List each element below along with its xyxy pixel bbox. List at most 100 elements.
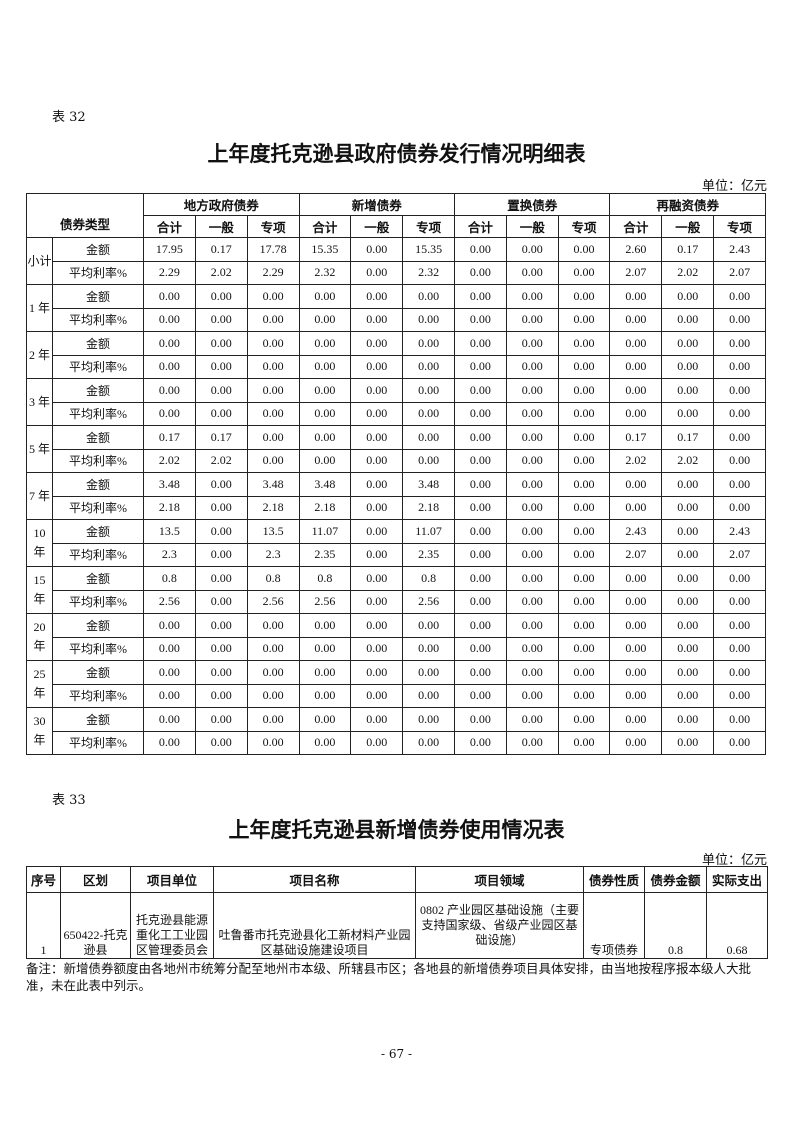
value-cell: 0.00 xyxy=(298,378,352,403)
table-row: 平均利率% 0.00 0.00 0.00 0.00 0.00 0.00 0.00 0.00 0.0… xyxy=(27,730,766,755)
term-label: 7 年 xyxy=(26,472,53,520)
value-cell: 0.00 xyxy=(402,707,455,732)
value-cell: 0.00 xyxy=(453,613,507,638)
value-cell: 0.00 xyxy=(661,519,715,544)
table-33-title: 上年度托克逊县新增债券使用情况表 xyxy=(228,818,565,842)
value-cell: 0.00 xyxy=(557,284,611,309)
value-cell: 3.48 xyxy=(246,472,300,497)
value-cell: 0.00 xyxy=(298,730,352,755)
value-cell: 0.00 xyxy=(713,660,766,685)
sub-header: 一般 xyxy=(505,215,559,238)
value-cell: 0.00 xyxy=(246,331,300,356)
new-bond-usage-table: 序号 区划 项目单位 项目名称 项目领域 债券性质 债券金额 实际支出 1 650422-托克逊… xyxy=(26,866,768,959)
table-row: 小计 金额 17.95 0.17 17.78 15.35 0.00 15.35 0.00 0.00… xyxy=(26,237,766,285)
group-header: 再融资债券 xyxy=(609,193,766,216)
sub-header: 一般 xyxy=(661,215,715,238)
value-cell: 0.00 xyxy=(609,613,663,638)
value-cell: 0.00 xyxy=(609,495,663,520)
row-metric-label: 平均利率% xyxy=(51,636,145,661)
table-row: 2 年金额 0.00 0.00 0.00 0.00 0.00 0.00 0.00 0.00 0.0… xyxy=(26,331,766,379)
value-cell: 13.5 xyxy=(143,519,196,544)
value-cell: 0.00 xyxy=(298,307,352,332)
cell: 0.68 xyxy=(706,892,768,959)
value-cell: 0.00 xyxy=(194,284,248,309)
value-cell: 0.00 xyxy=(402,730,455,755)
value-cell: 0.00 xyxy=(661,542,715,567)
table-32-label: 表 32 xyxy=(52,110,86,125)
value-cell: 0.00 xyxy=(453,260,507,285)
sub-header: 一般 xyxy=(194,215,248,238)
row-metric-label: 金额 xyxy=(51,378,145,403)
value-cell: 0.00 xyxy=(402,448,455,473)
value-cell: 0.00 xyxy=(453,448,507,473)
table-33-note: 备注：新增债券额度由各地州市统筹分配至地州市本级、所辖县市区；各地县的新增债券项… xyxy=(26,961,752,993)
value-cell: 0.00 xyxy=(661,730,715,755)
value-cell: 0.17 xyxy=(194,237,248,262)
sub-header: 合计 xyxy=(143,215,196,238)
table-row: 20 年金额 0.00 0.00 0.00 0.00 0.00 0.00 0.00 0.00 0.… xyxy=(26,613,766,661)
value-cell: 0.00 xyxy=(350,331,404,356)
value-cell: 0.00 xyxy=(453,472,507,497)
column-header: 债券金额 xyxy=(644,866,707,893)
table-row: 7 年金额 3.48 0.00 3.48 3.48 0.00 3.48 0.00 0.00 0.0… xyxy=(26,472,766,520)
value-cell: 2.32 xyxy=(402,260,455,285)
table-row: 25 年金额 0.00 0.00 0.00 0.00 0.00 0.00 0.00 0.00 0.… xyxy=(26,660,766,708)
row-metric-label: 金额 xyxy=(51,284,145,309)
value-cell: 0.00 xyxy=(350,660,404,685)
value-cell: 15.35 xyxy=(402,237,455,262)
value-cell: 0.00 xyxy=(194,401,248,426)
value-cell: 0.00 xyxy=(298,425,352,450)
value-cell: 2.02 xyxy=(194,260,248,285)
value-cell: 0.00 xyxy=(350,707,404,732)
value-cell: 2.02 xyxy=(609,448,663,473)
table-row: 平均利率% 0.00 0.00 0.00 0.00 0.00 0.00 0.00 0.00 0.0… xyxy=(27,683,766,708)
value-cell: 0.00 xyxy=(194,613,248,638)
row-metric-label: 平均利率% xyxy=(51,495,145,520)
row-metric-label: 金额 xyxy=(51,707,145,732)
term-label: 3 年 xyxy=(26,378,53,426)
value-cell: 0.00 xyxy=(402,401,455,426)
value-cell: 0.00 xyxy=(557,589,611,614)
group-header: 置换债券 xyxy=(453,193,611,216)
value-cell: 0.00 xyxy=(246,401,300,426)
value-cell: 0.00 xyxy=(246,354,300,379)
value-cell: 0.00 xyxy=(194,636,248,661)
value-cell: 2.02 xyxy=(661,448,715,473)
table-row: 平均利率% 0.00 0.00 0.00 0.00 0.00 0.00 0.00 0.00 0.0… xyxy=(27,401,766,426)
row-metric-label: 平均利率% xyxy=(51,307,145,332)
value-cell: 0.00 xyxy=(557,354,611,379)
value-cell: 0.00 xyxy=(557,260,611,285)
value-cell: 2.02 xyxy=(661,260,715,285)
value-cell: 0.00 xyxy=(350,472,404,497)
value-cell: 0.00 xyxy=(609,354,663,379)
value-cell: 17.78 xyxy=(246,237,300,262)
value-cell: 0.00 xyxy=(661,331,715,356)
column-header: 序号 xyxy=(26,866,61,893)
row-metric-label: 金额 xyxy=(51,331,145,356)
value-cell: 0.00 xyxy=(194,495,248,520)
value-cell: 0.00 xyxy=(143,354,196,379)
value-cell: 0.00 xyxy=(661,613,715,638)
value-cell: 3.48 xyxy=(143,472,196,497)
value-cell: 0.00 xyxy=(453,307,507,332)
term-label: 5 年 xyxy=(26,425,53,473)
value-cell: 0.00 xyxy=(143,378,196,403)
value-cell: 0.00 xyxy=(298,401,352,426)
row-metric-label: 平均利率% xyxy=(51,683,145,708)
value-cell: 0.00 xyxy=(298,660,352,685)
value-cell: 17.95 xyxy=(143,237,196,262)
sub-header: 合计 xyxy=(609,215,663,238)
value-cell: 2.18 xyxy=(402,495,455,520)
value-cell: 2.32 xyxy=(298,260,352,285)
value-cell: 0.00 xyxy=(505,519,559,544)
term-label: 1 年 xyxy=(26,284,53,332)
value-cell: 0.00 xyxy=(505,472,559,497)
value-cell: 0.00 xyxy=(453,495,507,520)
value-cell: 0.00 xyxy=(557,425,611,450)
value-cell: 0.00 xyxy=(505,331,559,356)
value-cell: 0.00 xyxy=(661,472,715,497)
value-cell: 0.00 xyxy=(713,425,766,450)
value-cell: 0.00 xyxy=(557,401,611,426)
value-cell: 0.00 xyxy=(246,307,300,332)
value-cell: 0.00 xyxy=(661,566,715,591)
